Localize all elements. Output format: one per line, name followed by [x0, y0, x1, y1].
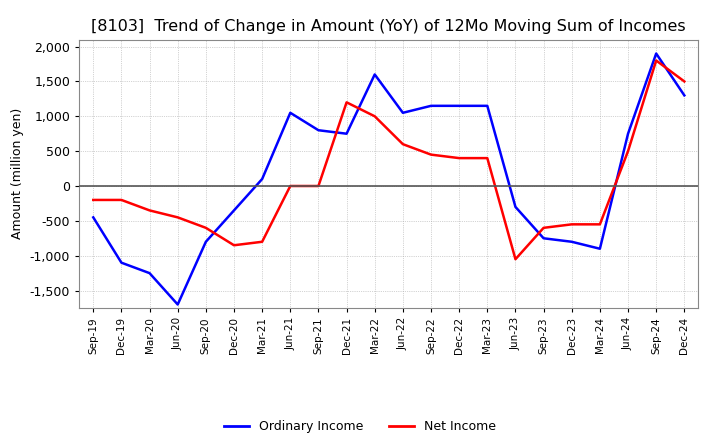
Net Income	[258, 239, 266, 244]
Net Income	[595, 222, 604, 227]
Ordinary Income	[258, 176, 266, 182]
Ordinary Income	[342, 131, 351, 136]
Net Income	[174, 215, 182, 220]
Ordinary Income	[286, 110, 294, 115]
Net Income	[342, 100, 351, 105]
Ordinary Income	[624, 131, 632, 136]
Y-axis label: Amount (million yen): Amount (million yen)	[12, 108, 24, 239]
Net Income	[652, 58, 660, 63]
Net Income	[314, 183, 323, 189]
Net Income	[117, 197, 126, 202]
Net Income	[483, 155, 492, 161]
Ordinary Income	[230, 208, 238, 213]
Net Income	[455, 155, 464, 161]
Net Income	[567, 222, 576, 227]
Ordinary Income	[427, 103, 436, 109]
Net Income	[230, 242, 238, 248]
Ordinary Income	[455, 103, 464, 109]
Ordinary Income	[399, 110, 408, 115]
Net Income	[286, 183, 294, 189]
Net Income	[370, 114, 379, 119]
Line: Net Income: Net Income	[94, 61, 684, 259]
Ordinary Income	[174, 302, 182, 307]
Net Income	[624, 149, 632, 154]
Net Income	[511, 257, 520, 262]
Title: [8103]  Trend of Change in Amount (YoY) of 12Mo Moving Sum of Incomes: [8103] Trend of Change in Amount (YoY) o…	[91, 19, 686, 34]
Net Income	[427, 152, 436, 157]
Legend: Ordinary Income, Net Income: Ordinary Income, Net Income	[220, 415, 500, 438]
Ordinary Income	[145, 271, 154, 276]
Ordinary Income	[511, 204, 520, 209]
Ordinary Income	[202, 239, 210, 244]
Net Income	[145, 208, 154, 213]
Ordinary Income	[680, 93, 688, 98]
Net Income	[202, 225, 210, 231]
Line: Ordinary Income: Ordinary Income	[94, 54, 684, 304]
Ordinary Income	[595, 246, 604, 251]
Ordinary Income	[567, 239, 576, 244]
Ordinary Income	[483, 103, 492, 109]
Ordinary Income	[89, 215, 98, 220]
Net Income	[539, 225, 548, 231]
Ordinary Income	[314, 128, 323, 133]
Net Income	[399, 142, 408, 147]
Ordinary Income	[652, 51, 660, 56]
Net Income	[89, 197, 98, 202]
Ordinary Income	[117, 260, 126, 265]
Ordinary Income	[370, 72, 379, 77]
Net Income	[680, 79, 688, 84]
Ordinary Income	[539, 236, 548, 241]
